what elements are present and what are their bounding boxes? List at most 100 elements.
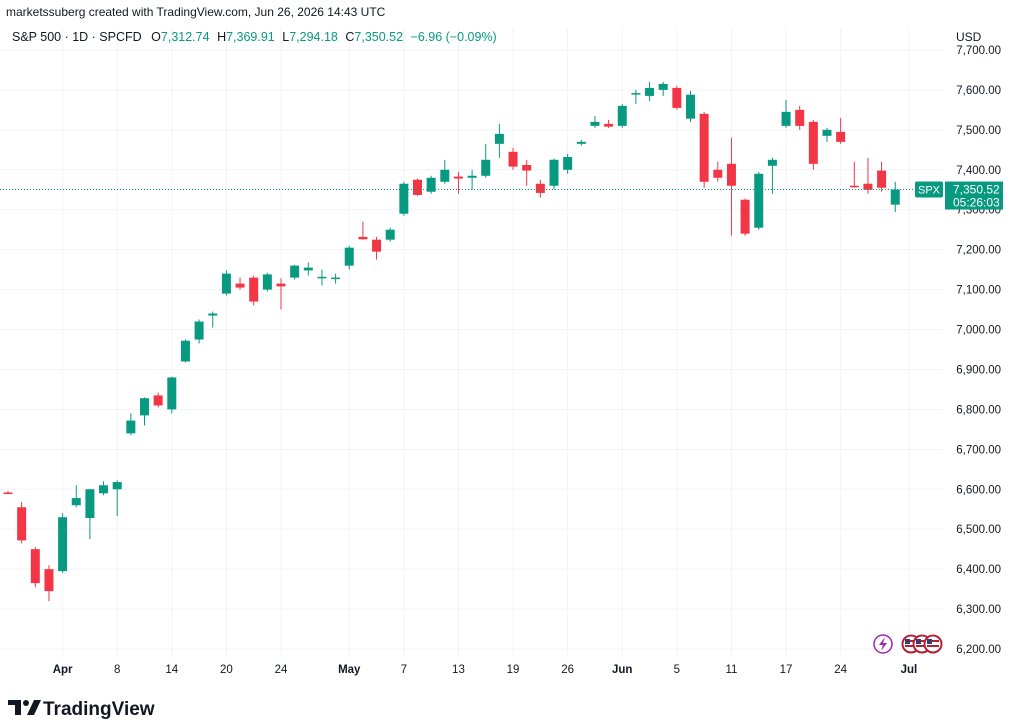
price-axis: 6,200.00 6,300.00 6,400.00 6,500.00 6,600.00… bbox=[956, 45, 1001, 656]
candle bbox=[317, 269, 327, 286]
candle-body bbox=[767, 159, 777, 166]
candle bbox=[849, 161, 859, 188]
candle-body bbox=[30, 549, 40, 584]
candle-body bbox=[535, 183, 545, 193]
date-tick-label: 14 bbox=[165, 664, 178, 676]
candle bbox=[494, 123, 504, 158]
date-tick-label: Apr bbox=[53, 664, 73, 676]
price-tick-label: 7,100.00 bbox=[956, 285, 1001, 297]
high-value: 7,369.91 bbox=[226, 30, 275, 44]
candle bbox=[112, 480, 122, 517]
candle-body bbox=[85, 489, 95, 519]
candle-body bbox=[413, 179, 422, 195]
price-tick-label: 7,000.00 bbox=[956, 325, 1001, 337]
candle bbox=[863, 157, 873, 194]
candle bbox=[71, 485, 81, 508]
candle-body bbox=[58, 517, 68, 572]
candle-body bbox=[740, 199, 750, 234]
candle bbox=[180, 339, 190, 363]
candle-body bbox=[631, 93, 641, 95]
time-axis: Apr 8 14 20 24 May 7 13 19 26 Jun 5 11 17 24 Jul bbox=[53, 664, 918, 676]
candle bbox=[290, 264, 300, 280]
candle-body bbox=[686, 94, 695, 119]
candle-body bbox=[112, 482, 122, 490]
candle-body bbox=[180, 340, 190, 362]
tradingview-logo: TradingView bbox=[8, 699, 155, 720]
candle-body bbox=[126, 420, 136, 434]
change-value: −6.96 (−0.09%) bbox=[411, 30, 497, 44]
grid-lines bbox=[0, 28, 943, 658]
us-flags-icon[interactable] bbox=[901, 634, 943, 654]
candle-body bbox=[317, 276, 327, 279]
candle-body bbox=[262, 274, 272, 290]
price-tick-label: 7,500.00 bbox=[956, 125, 1001, 137]
candle bbox=[836, 117, 846, 144]
candle bbox=[604, 119, 614, 128]
candle bbox=[808, 119, 818, 170]
candle-body bbox=[467, 175, 477, 178]
candle-body bbox=[836, 131, 846, 142]
candle-body bbox=[726, 163, 736, 186]
candle-body bbox=[863, 183, 873, 190]
candle-body bbox=[699, 113, 709, 182]
candle-body bbox=[877, 170, 887, 188]
candle bbox=[877, 161, 887, 192]
price-tick-label: 6,900.00 bbox=[956, 364, 1001, 376]
lightning-icon[interactable] bbox=[873, 634, 893, 654]
price-tick-label: 6,400.00 bbox=[956, 564, 1001, 576]
candle-body bbox=[576, 141, 586, 144]
candle bbox=[549, 158, 559, 190]
credit-text: marketssuberg created with TradingView.c… bbox=[6, 5, 386, 19]
candle bbox=[413, 178, 422, 196]
candle-body bbox=[276, 283, 286, 287]
candle-body bbox=[890, 189, 900, 205]
date-tick-label: 24 bbox=[834, 664, 847, 676]
brand-name: TradingView bbox=[43, 699, 155, 720]
candle-body bbox=[249, 277, 259, 302]
date-tick-label: 17 bbox=[780, 664, 793, 676]
candle bbox=[140, 397, 149, 426]
date-tick-label: 5 bbox=[674, 664, 680, 676]
candle bbox=[645, 81, 655, 102]
date-tick-label: May bbox=[338, 664, 361, 676]
candle-body bbox=[754, 173, 764, 228]
price-tick-label: 7,600.00 bbox=[956, 85, 1001, 97]
candle-body bbox=[426, 177, 436, 192]
last-price-tags: SPX 7,350.52 05:26:03 bbox=[915, 181, 1003, 210]
price-tick-label: 6,500.00 bbox=[956, 524, 1001, 536]
candle bbox=[30, 547, 40, 588]
candle bbox=[535, 179, 545, 198]
candle bbox=[713, 161, 723, 182]
candle bbox=[481, 143, 491, 178]
candle bbox=[754, 171, 764, 230]
candle bbox=[795, 105, 805, 130]
candle-body bbox=[17, 507, 27, 541]
candle bbox=[726, 137, 736, 236]
candle bbox=[194, 319, 204, 344]
candle bbox=[563, 153, 573, 174]
price-tag-value: 7,350.52 bbox=[953, 183, 1000, 197]
candle bbox=[508, 147, 518, 170]
candle-body bbox=[822, 129, 832, 136]
candle-body bbox=[167, 377, 177, 410]
candle-body bbox=[194, 321, 204, 340]
candle-body bbox=[549, 159, 559, 186]
date-tick-label: 7 bbox=[401, 664, 407, 676]
candle-body bbox=[399, 183, 409, 214]
symbol-tag-text: SPX bbox=[918, 185, 941, 197]
candle bbox=[303, 262, 313, 276]
price-tick-label: 6,800.00 bbox=[956, 404, 1001, 416]
ohlc-legend: S&P 500 · 1D · SPCFD O7,312.74 H7,369.91… bbox=[12, 30, 497, 44]
candle-body bbox=[344, 247, 354, 266]
candle-body bbox=[153, 395, 163, 406]
candle bbox=[590, 115, 600, 128]
tv-logo-icon bbox=[8, 700, 21, 715]
candle-body bbox=[303, 267, 313, 271]
candle bbox=[740, 198, 750, 236]
date-tick-label: Jul bbox=[901, 664, 918, 676]
candle bbox=[672, 85, 682, 110]
candle bbox=[167, 376, 177, 414]
candle bbox=[208, 311, 218, 328]
candle-body bbox=[645, 87, 655, 96]
